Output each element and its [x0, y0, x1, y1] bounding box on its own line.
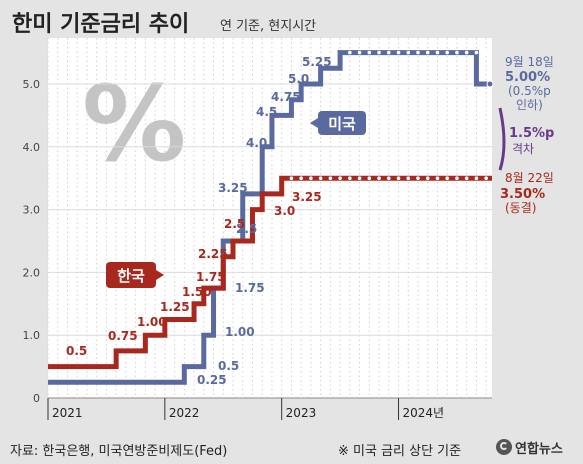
us-value-label: 5.00%	[505, 70, 550, 85]
kr-plateau-dot	[299, 176, 303, 180]
y-tick-label: 1.0	[23, 329, 41, 342]
us-plateau-dot	[464, 50, 469, 55]
kr-plateau-dot	[309, 176, 313, 180]
us-change-label: (0.5%p	[508, 84, 551, 98]
gap-bracket	[498, 107, 506, 171]
us-data-label: 4.75	[271, 90, 301, 104]
us-plateau-dot	[416, 50, 420, 55]
kr-tag-pointer	[156, 270, 164, 280]
kr-plateau-dot	[367, 176, 372, 180]
page-title: 한미 기준금리 추이	[12, 12, 190, 37]
us-data-label: 5.25	[302, 55, 332, 69]
us-plateau-dot	[406, 50, 411, 55]
logo-text: 연합뉴스	[515, 441, 563, 457]
kr-plateau-dot	[357, 176, 362, 180]
kr-plateau-dot	[318, 176, 323, 180]
kr-value-label: 3.50%	[500, 187, 545, 202]
y-tick-label: 5.0	[23, 78, 41, 91]
kr-data-label: 2.5	[224, 217, 245, 231]
us-plateau-dot	[377, 50, 381, 55]
kr-plateau-dot	[348, 176, 352, 180]
us-data-label: 0.5	[218, 359, 239, 373]
kr-change-label: (동결)	[505, 201, 536, 215]
us-tag-label: 미국	[328, 115, 356, 133]
gap-value-label: 1.5%p	[509, 126, 554, 141]
us-data-label: 3.25	[218, 181, 248, 195]
x-tick-label: 2023	[286, 406, 317, 420]
x-tick-label: 2024년	[403, 406, 445, 420]
kr-plateau-dot	[377, 176, 381, 180]
kr-plateau-dot	[396, 176, 401, 180]
kr-plateau-dot	[445, 176, 450, 180]
us-plateau-dot	[445, 50, 450, 55]
y-tick-label: 2.0	[23, 266, 41, 279]
us-plateau-dot	[357, 50, 362, 55]
kr-data-label: 3.0	[274, 204, 295, 218]
us-plateau-dot	[474, 50, 479, 55]
us-data-label: 5.0	[288, 72, 309, 86]
us-tag-pointer	[310, 118, 318, 128]
us-plateau-dot	[348, 50, 352, 55]
us-date-label: 9월 18일	[505, 55, 554, 69]
us-data-label: 1.00	[225, 325, 255, 339]
kr-plateau-dot	[455, 176, 459, 180]
x-tick-label: 2022	[169, 406, 200, 420]
kr-plateau-dot	[416, 176, 420, 180]
kr-plateau-dot	[328, 176, 333, 180]
us-tag-box	[318, 111, 366, 135]
us-data-label: 1.75	[235, 281, 265, 295]
gap-label: 격차	[512, 142, 534, 156]
us-change-label: 인하)	[516, 98, 543, 112]
us-plateau-dot	[484, 50, 488, 55]
y-tick-label: 3.0	[23, 204, 41, 217]
kr-plateau-dot	[435, 176, 440, 180]
kr-data-label: 3.25	[292, 190, 322, 204]
logo-mark-icon	[496, 439, 512, 455]
kr-plateau-dot	[289, 176, 294, 180]
page-subtitle: 연 기준, 현지시간	[220, 19, 317, 34]
us-data-label: 0.25	[197, 373, 227, 387]
x-tick-label: 2021	[52, 406, 83, 420]
kr-rate-line	[48, 175, 492, 370]
kr-plateau-dot	[406, 176, 411, 180]
us-plateau-dot	[425, 50, 430, 55]
percent-watermark: %	[82, 63, 186, 185]
us-data-label: 4.0	[246, 136, 267, 150]
logo: 연합뉴스	[496, 437, 563, 457]
us-plateau-dot	[396, 50, 401, 55]
kr-plateau-dot	[474, 176, 479, 180]
kr-data-label: 0.75	[108, 329, 138, 343]
kr-data-label: 0.5	[66, 344, 87, 358]
kr-data-label: 1.75	[196, 270, 226, 284]
source-text: 자료: 한국은행, 미국연방준비제도(Fed)	[10, 444, 228, 459]
kr-plateau-dot	[484, 176, 488, 180]
kr-data-label: 1.50	[182, 285, 212, 299]
kr-data-label: 2.25	[198, 247, 228, 261]
kr-data-label: 1.00	[137, 315, 167, 329]
kr-plateau-dot	[386, 176, 391, 180]
kr-tag-box	[106, 262, 156, 288]
us-plateau-dot	[435, 50, 440, 55]
us-plateau-dot	[386, 50, 391, 55]
us-plateau-dot	[455, 50, 459, 55]
us-plateau-dot	[367, 50, 372, 55]
kr-tag-label: 한국	[117, 267, 145, 285]
kr-plateau-dot	[425, 176, 430, 180]
us-rate-line	[48, 50, 492, 385]
kr-data-label: 1.25	[160, 300, 190, 314]
us-data-label: 2.5	[236, 222, 257, 236]
y-tick-label: 4.0	[23, 141, 41, 154]
kr-plateau-dot	[464, 176, 469, 180]
us-data-label: 4.5	[256, 105, 277, 119]
kr-date-label: 8월 22일	[505, 171, 554, 185]
y-tick-label: 0	[33, 392, 40, 405]
us-latest-dot	[486, 80, 494, 88]
footnote-text: ※ 미국 금리 상단 기준	[338, 444, 462, 459]
kr-plateau-dot	[338, 176, 342, 180]
